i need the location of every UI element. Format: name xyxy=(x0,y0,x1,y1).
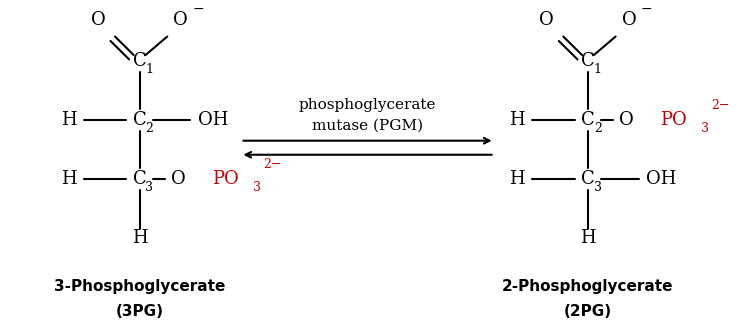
Text: OH: OH xyxy=(198,111,228,129)
Text: (3PG): (3PG) xyxy=(116,304,164,319)
Text: −: − xyxy=(640,2,652,16)
Text: H: H xyxy=(509,111,525,129)
Text: OH: OH xyxy=(646,170,676,188)
Text: PO: PO xyxy=(661,111,687,129)
Text: phosphoglycerate: phosphoglycerate xyxy=(298,98,436,112)
Text: 1: 1 xyxy=(594,63,602,76)
Text: 3-Phosphoglycerate: 3-Phosphoglycerate xyxy=(54,279,225,294)
Text: 2: 2 xyxy=(146,123,153,135)
Text: −: − xyxy=(192,2,204,16)
Text: H: H xyxy=(61,111,76,129)
Text: 2−: 2− xyxy=(262,158,281,171)
Text: H: H xyxy=(61,170,76,188)
Text: 3: 3 xyxy=(594,182,602,195)
Text: H: H xyxy=(132,229,148,247)
Text: O: O xyxy=(539,11,554,29)
Text: H: H xyxy=(509,170,525,188)
Text: O: O xyxy=(171,170,186,188)
Text: 3: 3 xyxy=(146,182,153,195)
Text: (2PG): (2PG) xyxy=(564,304,612,319)
Text: C: C xyxy=(133,170,146,188)
Text: 2-Phosphoglycerate: 2-Phosphoglycerate xyxy=(503,279,674,294)
Text: O: O xyxy=(92,11,106,29)
Text: O: O xyxy=(620,111,634,129)
Text: 2: 2 xyxy=(594,123,602,135)
Text: O: O xyxy=(622,11,637,29)
Text: H: H xyxy=(580,229,596,247)
Text: C: C xyxy=(133,52,146,70)
Text: 1: 1 xyxy=(146,63,153,76)
Text: O: O xyxy=(173,11,188,29)
Text: 3: 3 xyxy=(701,123,709,135)
Text: C: C xyxy=(581,52,595,70)
Text: mutase (PGM): mutase (PGM) xyxy=(312,118,423,132)
Text: 3: 3 xyxy=(253,182,261,195)
Text: C: C xyxy=(581,170,595,188)
Text: 2−: 2− xyxy=(711,99,730,112)
Text: C: C xyxy=(581,111,595,129)
Text: C: C xyxy=(133,111,146,129)
Text: PO: PO xyxy=(212,170,239,188)
